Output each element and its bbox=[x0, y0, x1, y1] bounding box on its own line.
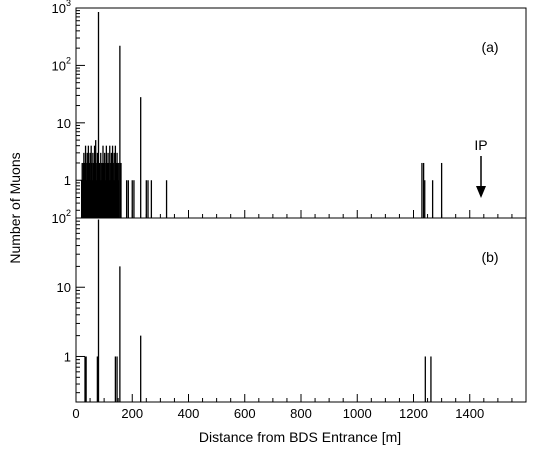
panel-a: 1 10 102 103 (a) IP bbox=[52, 0, 527, 219]
panel-b-y-tick-label: 102 bbox=[52, 208, 71, 226]
panel-a-y-tick-label: 10 bbox=[57, 116, 71, 131]
panel-a-label: (a) bbox=[481, 39, 498, 55]
x-tick-label: 800 bbox=[290, 406, 312, 421]
panel-b-y-tick-label: 1 bbox=[64, 349, 71, 364]
x-tick-label: 1200 bbox=[399, 406, 428, 421]
panel-a-y-tick-label: 103 bbox=[52, 0, 71, 16]
x-tick-label: 1400 bbox=[455, 406, 484, 421]
x-axis: 0 200 400 600 800 1000 1200 1400 bbox=[72, 406, 484, 421]
panel-b-y-tick-label: 10 bbox=[57, 280, 71, 295]
panel-b-label: (b) bbox=[481, 249, 498, 265]
x-tick-label: 0 bbox=[72, 406, 79, 421]
x-tick-label: 200 bbox=[121, 406, 143, 421]
panel-a-y-tick-label: 102 bbox=[52, 55, 71, 73]
x-axis-title: Distance from BDS Entrance [m] bbox=[199, 429, 401, 445]
panel-b-frame bbox=[75, 217, 527, 403]
panel-b: 1 10 102 (b) bbox=[52, 208, 527, 403]
x-tick-label: 600 bbox=[234, 406, 256, 421]
ip-annotation-label: IP bbox=[474, 137, 487, 153]
x-tick-label: 400 bbox=[178, 406, 200, 421]
panel-a-frame bbox=[75, 7, 527, 219]
ip-arrow-head bbox=[476, 186, 486, 198]
y-axis-title: Number of Muons bbox=[7, 152, 23, 263]
x-tick-label: 1000 bbox=[343, 406, 372, 421]
panel-a-y-tick-label: 1 bbox=[64, 173, 71, 188]
